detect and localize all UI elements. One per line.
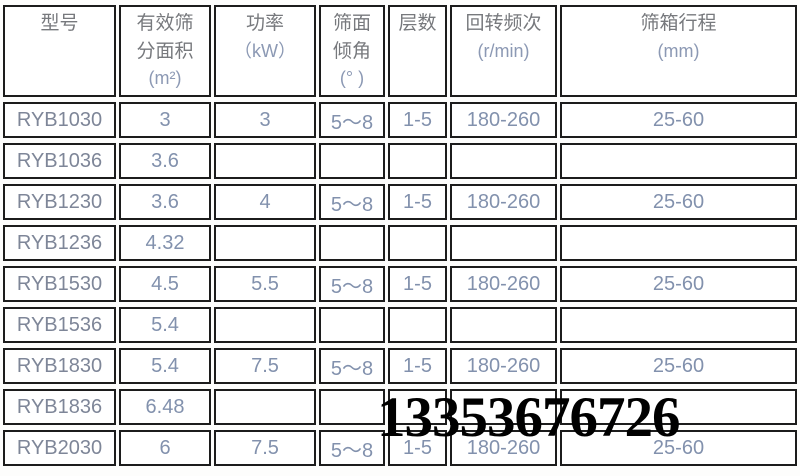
table-row: RYB1030 3 3 5～8 1-5 180-260 25-60 xyxy=(3,102,797,138)
table-row: RYB1236 4.32 xyxy=(3,225,797,261)
header-unit: (r/min) xyxy=(477,40,530,61)
header-label: 倾角 xyxy=(332,40,371,62)
cell-incline: 5～8 xyxy=(319,430,385,466)
cell-area: 3 xyxy=(119,102,211,138)
header-label: 层数 xyxy=(398,13,437,34)
cell-frequency: 180-260 xyxy=(450,102,557,138)
cell-model: RYB1836 xyxy=(3,389,116,425)
cell-frequency: 180-260 xyxy=(450,430,557,466)
cell-model: RYB1530 xyxy=(3,266,116,302)
cell-frequency xyxy=(450,225,557,261)
cell-model: RYB2030 xyxy=(3,430,116,466)
cell-frequency: 180-260 xyxy=(450,266,557,302)
cell-stroke: 25-60 xyxy=(560,430,797,466)
table-row: RYB1536 5.4 xyxy=(3,307,797,343)
cell-model: RYB1230 xyxy=(3,184,116,220)
header-label: 回转频次 xyxy=(465,13,542,34)
header-label: 功率 xyxy=(245,13,284,34)
cell-frequency xyxy=(450,143,557,179)
cell-layers xyxy=(388,307,447,343)
cell-power xyxy=(214,389,316,425)
cell-frequency xyxy=(450,307,557,343)
cell-layers: 1-5 xyxy=(388,348,447,384)
column-header-frequency: 回转频次 (r/min) xyxy=(450,5,557,97)
cell-stroke: 25-60 xyxy=(560,102,797,138)
cell-incline: 5～8 xyxy=(319,266,385,302)
header-label: 型号 xyxy=(40,13,79,34)
header-label: 筛箱行程 xyxy=(640,13,717,34)
cell-stroke xyxy=(560,225,797,261)
cell-area: 3.6 xyxy=(119,184,211,220)
cell-layers: 1-5 xyxy=(388,266,447,302)
cell-power xyxy=(214,225,316,261)
cell-layers: 1-5 xyxy=(388,430,447,466)
cell-stroke: 25-60 xyxy=(560,266,797,302)
cell-incline: 5～8 xyxy=(319,184,385,220)
cell-layers xyxy=(388,143,447,179)
cell-frequency xyxy=(450,389,557,425)
column-header-area: 有效筛 分面积 (m²) xyxy=(119,5,211,97)
cell-stroke xyxy=(560,389,797,425)
column-header-incline: 筛面 倾角 (° ) xyxy=(319,5,385,97)
cell-power: 4 xyxy=(214,184,316,220)
cell-model: RYB1236 xyxy=(3,225,116,261)
header-row: 型号 有效筛 分面积 (m²) 功率 （kW） 筛面 倾角 (° ) 层数 xyxy=(3,5,797,97)
cell-incline: 5～8 xyxy=(319,102,385,138)
cell-area: 6 xyxy=(119,430,211,466)
cell-stroke: 25-60 xyxy=(560,348,797,384)
table-row: RYB2030 6 7.5 5～8 1-5 180-260 25-60 xyxy=(3,430,797,466)
header-label: 筛面 xyxy=(332,13,371,34)
table-row: RYB1230 3.6 4 5～8 1-5 180-260 25-60 xyxy=(3,184,797,220)
column-header-stroke: 筛箱行程 (mm) xyxy=(560,5,797,97)
cell-power: 5.5 xyxy=(214,266,316,302)
cell-stroke xyxy=(560,307,797,343)
table-row: RYB1036 3.6 xyxy=(3,143,797,179)
table-row: RYB1530 4.5 5.5 5～8 1-5 180-260 25-60 xyxy=(3,266,797,302)
cell-stroke xyxy=(560,143,797,179)
cell-area: 4.32 xyxy=(119,225,211,261)
column-header-power: 功率 （kW） xyxy=(214,5,316,97)
cell-layers xyxy=(388,225,447,261)
header-unit: （kW） xyxy=(234,40,296,61)
cell-area: 6.48 xyxy=(119,389,211,425)
column-header-layers: 层数 xyxy=(388,5,447,97)
cell-incline xyxy=(319,389,385,425)
table-row: RYB1830 5.4 7.5 5～8 1-5 180-260 25-60 xyxy=(3,348,797,384)
table-row: RYB1836 6.48 xyxy=(3,389,797,425)
cell-frequency: 180-260 xyxy=(450,348,557,384)
cell-area: 3.6 xyxy=(119,143,211,179)
cell-incline xyxy=(319,307,385,343)
cell-layers xyxy=(388,389,447,425)
cell-model: RYB1036 xyxy=(3,143,116,179)
cell-power: 7.5 xyxy=(214,348,316,384)
cell-incline xyxy=(319,143,385,179)
cell-layers: 1-5 xyxy=(388,184,447,220)
cell-incline xyxy=(319,225,385,261)
column-header-model: 型号 xyxy=(3,5,116,97)
cell-frequency: 180-260 xyxy=(450,184,557,220)
header-label: 分面积 xyxy=(136,40,194,62)
cell-stroke: 25-60 xyxy=(560,184,797,220)
header-unit: (mm) xyxy=(657,40,700,61)
cell-power xyxy=(214,143,316,179)
cell-incline: 5～8 xyxy=(319,348,385,384)
cell-power xyxy=(214,307,316,343)
header-unit: (° ) xyxy=(339,68,365,89)
cell-layers: 1-5 xyxy=(388,102,447,138)
cell-power: 3 xyxy=(214,102,316,138)
cell-model: RYB1030 xyxy=(3,102,116,138)
header-unit: (m²) xyxy=(148,68,182,89)
cell-area: 4.5 xyxy=(119,266,211,302)
cell-area: 5.4 xyxy=(119,348,211,384)
cell-model: RYB1830 xyxy=(3,348,116,384)
header-label: 有效筛 xyxy=(136,13,194,34)
cell-area: 5.4 xyxy=(119,307,211,343)
cell-model: RYB1536 xyxy=(3,307,116,343)
cell-power: 7.5 xyxy=(214,430,316,466)
